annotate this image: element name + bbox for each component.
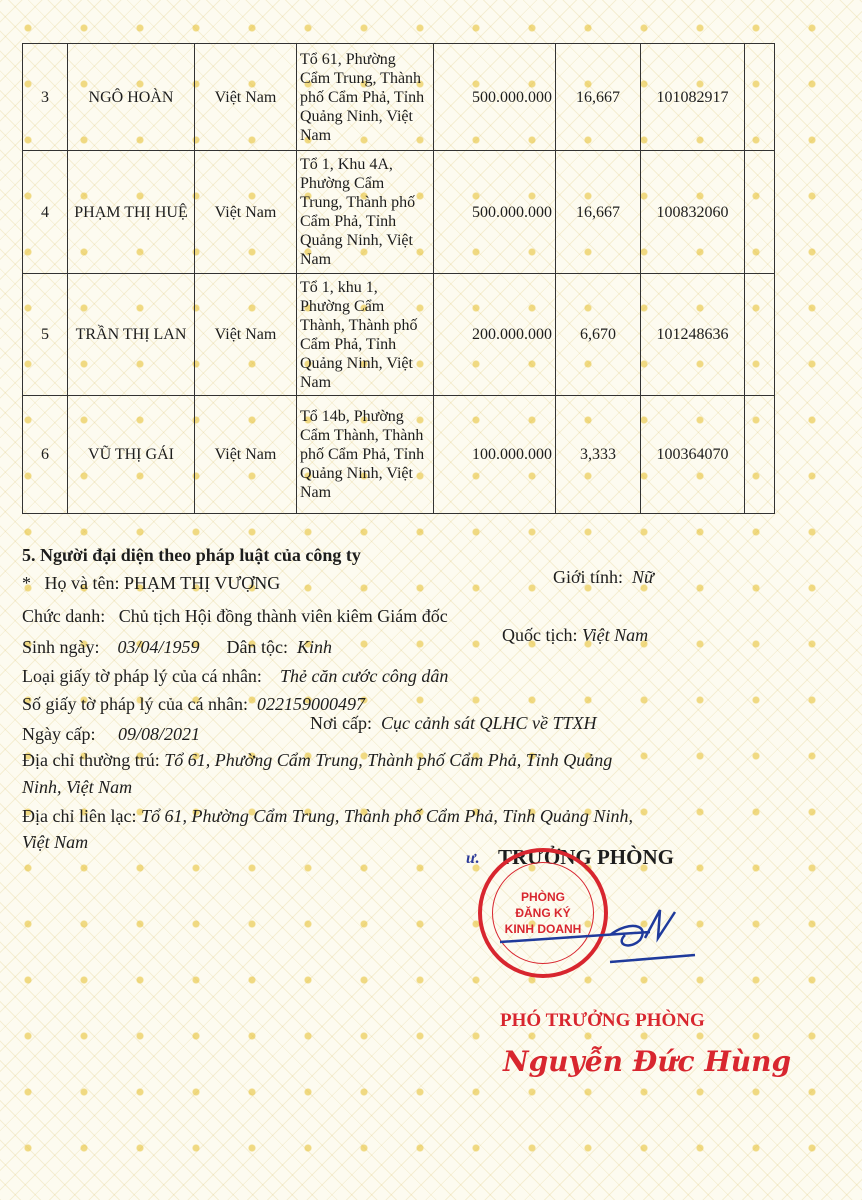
handwritten-signature <box>499 909 696 964</box>
nationality: Việt Nam <box>194 395 297 514</box>
id-number: 100832060 <box>640 150 745 274</box>
doc-no-value: 022159000497 <box>256 694 365 714</box>
doc-no-label: Số giấy tờ pháp lý của cá nhân: <box>22 694 248 714</box>
nationality-label: Quốc tịch: <box>502 625 578 645</box>
name-label: Họ và tên: <box>44 573 120 593</box>
extra-cell <box>744 43 775 151</box>
issue-date-value: 09/08/2021 <box>117 724 200 744</box>
gender-label: Giới tính: <box>553 567 624 587</box>
title-row: Chức danh: Chủ tịch Hội đồng thành viên … <box>22 606 448 627</box>
ownership-percent: 3,333 <box>555 395 641 514</box>
issue-row: Ngày cấp: 09/08/2021 <box>22 724 200 745</box>
table-row: 3 NGÔ HOÀN Việt Nam Tổ 61, Phường Cẩm Trung… <box>22 43 775 151</box>
nationality: Việt Nam <box>194 273 297 396</box>
nationality-row: Quốc tịch: Việt Nam <box>502 625 648 646</box>
title-value: Chủ tịch Hội đồng thành viên kiêm Giám đ… <box>118 606 448 626</box>
address: Tổ 1, Khu 4A, Phường Cẩm Trung, Thành ph… <box>296 150 434 274</box>
capital-contribution: 100.000.000 <box>433 395 556 514</box>
issue-place-row: Nơi cấp: Cục cảnh sát QLHC về TTXH <box>310 713 597 734</box>
signature-prefix: ư. <box>466 850 480 867</box>
capital-contribution: 500.000.000 <box>433 150 556 274</box>
issue-place-value: Cục cảnh sát QLHC về TTXH <box>381 713 597 733</box>
shareholder-name: TRẦN THỊ LAN <box>67 273 195 396</box>
doc-type-value: Thẻ căn cước công dân <box>279 666 449 686</box>
title-label: Chức danh: <box>22 606 106 626</box>
contact-addr-row: Địa chỉ liên lạc: Tổ 61, Phường Cẩm Trun… <box>22 806 633 827</box>
id-number: 101248636 <box>640 273 745 396</box>
table-row: 5 TRẦN THỊ LAN Việt Nam Tổ 1, khu 1, Phường… <box>22 273 775 396</box>
perm-addr-value: Tổ 61, Phường Cẩm Trung, Thành phố Cẩm P… <box>164 750 613 770</box>
perm-addr-value-cont: Ninh, Việt Nam <box>22 777 133 797</box>
name-row: * Họ và tên: PHẠM THỊ VƯỢNG <box>22 573 280 594</box>
nationality: Việt Nam <box>194 43 297 151</box>
ownership-percent: 16,667 <box>555 150 641 274</box>
capital-contribution: 500.000.000 <box>433 43 556 151</box>
issue-place-label: Nơi cấp: <box>310 713 372 733</box>
contact-addr-value: Tổ 61, Phường Cẩm Trung, Thành phố Cẩm P… <box>140 806 633 826</box>
extra-cell <box>744 273 775 396</box>
table-row: 6 VŨ THỊ GÁI Việt Nam Tổ 14b, Phường Cẩm Th… <box>22 395 775 514</box>
row-number: 4 <box>22 150 68 274</box>
dob-row: Sinh ngày: 03/04/1959 Dân tộc: Kinh <box>22 637 332 658</box>
row-number: 3 <box>22 43 68 151</box>
row-number: 6 <box>22 395 68 514</box>
section-heading: 5. Người đại diện theo pháp luật của côn… <box>22 545 361 565</box>
address: Tổ 1, khu 1, Phường Cẩm Thành, Thành phố… <box>296 273 434 396</box>
contact-addr-label: Địa chỉ liên lạc: <box>22 806 137 826</box>
ownership-percent: 6,670 <box>555 273 641 396</box>
ownership-percent: 16,667 <box>555 43 641 151</box>
shareholder-table: 3 NGÔ HOÀN Việt Nam Tổ 61, Phường Cẩm Trung… <box>22 43 775 514</box>
shareholder-name: NGÔ HOÀN <box>67 43 195 151</box>
id-number: 101082917 <box>640 43 745 151</box>
doc-type-label: Loại giấy tờ pháp lý của cá nhân: <box>22 666 262 686</box>
signer-name: Nguyễn Đức Hùng <box>503 1045 792 1078</box>
row-number: 5 <box>22 273 68 396</box>
ethnic-label: Dân tộc: <box>226 637 289 657</box>
dob-value: 03/04/1959 <box>117 637 200 657</box>
bullet: * <box>22 573 31 593</box>
ethnic-value: Kinh <box>297 637 333 657</box>
contact-addr-value-cont: Việt Nam <box>22 832 89 852</box>
doc-type-row: Loại giấy tờ pháp lý của cá nhân: Thẻ că… <box>22 666 448 687</box>
extra-cell <box>744 150 775 274</box>
table-row: 4 PHẠM THỊ HUỆ Việt Nam Tổ 1, Khu 4A, Phườn… <box>22 150 775 274</box>
capital-contribution: 200.000.000 <box>433 273 556 396</box>
id-number: 100364070 <box>640 395 745 514</box>
shareholder-name: VŨ THỊ GÁI <box>67 395 195 514</box>
issue-date-label: Ngày cấp: <box>22 724 96 744</box>
shareholder-name: PHẠM THỊ HUỆ <box>67 150 195 274</box>
dob-label: Sinh ngày: <box>22 637 100 657</box>
nationality: Việt Nam <box>194 150 297 274</box>
address: Tổ 14b, Phường Cẩm Thành, Thành phố Cẩm … <box>296 395 434 514</box>
address: Tổ 61, Phường Cẩm Trung, Thành phố Cẩm P… <box>296 43 434 151</box>
extra-cell <box>744 395 775 514</box>
gender-value: Nữ <box>632 567 654 587</box>
name-value: PHẠM THỊ VƯỢNG <box>123 573 281 593</box>
nationality-value: Việt Nam <box>581 625 649 645</box>
official-stamp: PHÒNG ĐĂNG KÝ KINH DOANH <box>478 848 608 978</box>
gender-row: Giới tính: Nữ <box>553 567 654 588</box>
perm-addr-label: Địa chỉ thường trú: <box>22 750 160 770</box>
perm-addr-row: Địa chỉ thường trú: Tổ 61, Phường Cẩm Tr… <box>22 750 612 771</box>
doc-no-row: Số giấy tờ pháp lý của cá nhân: 02215900… <box>22 694 365 715</box>
deputy-title: PHÓ TRƯỞNG PHÒNG <box>500 1010 705 1031</box>
